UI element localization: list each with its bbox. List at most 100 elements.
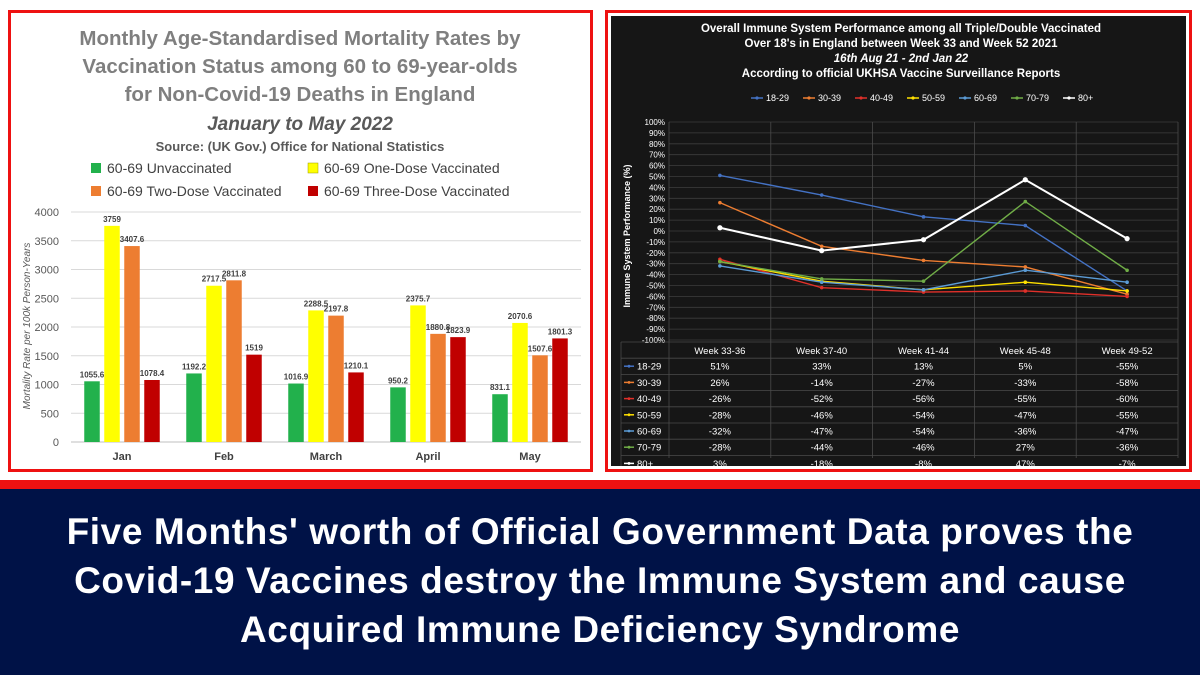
bar-value-label: 831.1 <box>490 383 511 392</box>
table-cell: 33% <box>812 362 832 373</box>
line-y-tick-label: 90% <box>649 129 665 138</box>
immune-line-chart: Overall Immune System Performance among … <box>620 23 1179 466</box>
bar <box>84 381 100 442</box>
bar-value-label: 3759 <box>103 215 121 224</box>
bar <box>450 337 466 442</box>
table-row-label: 18-29 <box>637 362 661 373</box>
series-point <box>819 280 824 285</box>
bar-value-label: 1823.9 <box>446 326 471 335</box>
bar <box>492 394 508 442</box>
series-point <box>819 244 824 249</box>
bar <box>144 379 160 442</box>
series-point <box>717 225 723 231</box>
bar-y-tick-label: 500 <box>41 408 59 420</box>
bar-value-label: 1078.4 <box>140 369 165 378</box>
bar-y-tick-label: 0 <box>53 437 59 449</box>
line-x-tick-label: Week 33-36 <box>694 346 745 357</box>
line-chart-title-line-2: Over 18's in England between Week 33 and… <box>745 38 1059 50</box>
bar <box>104 225 120 442</box>
bar <box>246 354 262 442</box>
line-legend-label: 70-79 <box>1026 93 1049 103</box>
bar-y-ticks: 0 500 1000 1500 2000 2500 3000 3500 4000 <box>35 207 59 449</box>
bar-chart-y-axis-label: Mortality Rate per 100k Person-Years <box>22 243 33 410</box>
table-row-marker <box>627 413 631 417</box>
table-cell: -36% <box>1116 443 1139 454</box>
series-point <box>819 248 825 254</box>
line-y-tick-label: -80% <box>646 314 665 323</box>
bar-x-tick-label: Feb <box>214 451 234 463</box>
line-legend-marker <box>1015 96 1019 100</box>
line-legend-marker <box>859 96 863 100</box>
line-legend-marker <box>963 96 967 100</box>
series-point <box>1023 268 1028 273</box>
line-chart-y-axis-label: Immune System Performance (%) <box>622 164 632 307</box>
line-y-tick-label: 0% <box>653 227 665 236</box>
line-legend-marker <box>807 96 811 100</box>
table-row-label: 30-39 <box>637 378 661 389</box>
line-x-tick-label: Week 49-52 <box>1102 346 1153 357</box>
legend-label-unvaccinated: 60-69 Unvaccinated <box>107 160 232 176</box>
table-cell: -8% <box>915 459 932 466</box>
bar <box>430 333 446 442</box>
legend-swatch-one-dose <box>307 162 319 174</box>
bar-value-label: 2811.8 <box>222 269 247 278</box>
series-point <box>819 277 824 281</box>
table-row-marker <box>627 462 631 465</box>
series-point <box>920 237 927 243</box>
headline-banner: Five Months' worth of Official Governmen… <box>0 489 1200 675</box>
series-point <box>1023 289 1028 293</box>
line-y-tick-label: 100% <box>645 118 665 127</box>
line-chart-source: According to official UKHSA Vaccine Surv… <box>742 68 1060 80</box>
line-legend-marker <box>1067 96 1071 100</box>
bar-y-tick-label: 1500 <box>35 351 59 363</box>
table-cell: -26% <box>709 394 732 405</box>
table-cell: 13% <box>914 362 934 373</box>
line-x-tick-label: Week 37-40 <box>796 346 847 357</box>
series-point <box>718 173 722 178</box>
bar <box>328 315 344 442</box>
table-row-marker <box>627 429 631 433</box>
line-y-tick-label: -90% <box>646 325 665 334</box>
bar-x-tick-label: May <box>519 451 541 463</box>
immune-chart-background: Overall Immune System Performance among … <box>611 16 1186 466</box>
table-cell: 3% <box>713 459 727 466</box>
line-legend-label: 18-29 <box>766 93 789 103</box>
bar-y-tick-label: 4000 <box>35 207 59 219</box>
table-cell: -7% <box>1119 459 1136 466</box>
line-chart-title-line-1: Overall Immune System Performance among … <box>701 23 1101 35</box>
line-legend-label: 80+ <box>1078 93 1093 103</box>
table-cell: -55% <box>1116 410 1139 421</box>
legend-swatch-two-dose <box>91 186 101 196</box>
line-y-tick-label: -30% <box>646 260 665 269</box>
legend-swatch-three-dose <box>308 186 318 196</box>
table-row-marker <box>627 445 631 449</box>
line-legend-marker <box>911 96 915 100</box>
table-cell: 51% <box>710 362 730 373</box>
series-point <box>921 215 926 219</box>
series-point <box>718 259 722 264</box>
bar <box>308 310 324 442</box>
series-point <box>1022 177 1028 183</box>
line-x-tick-label: Week 41-44 <box>898 346 949 357</box>
bar-marks: 1055.6 3759 3407.6 1078.4 1192.2 2717.52811.8… <box>80 215 573 442</box>
table-cell: -28% <box>709 443 732 454</box>
table-row-marker <box>627 397 631 400</box>
table-cell: -46% <box>912 443 935 454</box>
series-point <box>1125 294 1129 299</box>
bar-chart-source: Source: (UK Gov.) Office for National St… <box>156 139 445 154</box>
bar-value-label: 1055.6 <box>80 370 105 379</box>
legend-label-two-dose: 60-69 Two-Dose Vaccinated <box>107 183 282 199</box>
bar <box>552 338 568 442</box>
table-cell: -56% <box>912 394 935 405</box>
line-y-tick-label: 60% <box>649 162 665 171</box>
table-cell: -55% <box>1116 362 1139 373</box>
line-y-tick-label: -100% <box>642 336 665 345</box>
line-legend: 18-29 30-39 40-49 50-59 60-69 70-79 80+ <box>751 93 1093 103</box>
bar-value-label: 3407.6 <box>120 235 145 244</box>
top-area: Monthly Age-Standardised Mortality Rates… <box>8 10 1192 472</box>
table-row-label: 50-59 <box>637 410 661 421</box>
series-point <box>1023 223 1028 228</box>
bar-value-label: 1519 <box>245 344 263 353</box>
line-y-tick-label: -20% <box>646 249 665 258</box>
bar-x-tick-label: March <box>310 451 343 463</box>
